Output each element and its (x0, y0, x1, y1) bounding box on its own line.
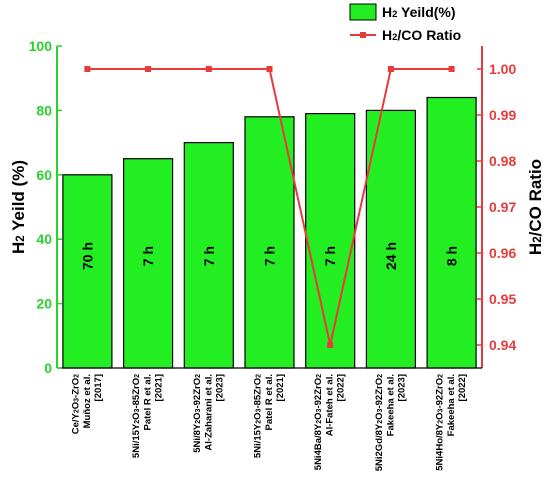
legend-label-yield: H2 Yeild(%) (382, 4, 456, 20)
catalyst-formula: 5Ni/8Y2O3-92ZrO2 (191, 374, 202, 453)
bar-2 (122, 158, 174, 369)
catalyst-formula: 5Ni4Ho/8Y2O3-92ZrO2 (434, 374, 445, 471)
catalyst-formula: 5Ni/15Y2O3-85ZrO2 (252, 374, 263, 458)
reference-author: Muñoz et al. (82, 374, 93, 428)
right-tick-label: 0.94 (489, 337, 516, 353)
bar-duration-label: 7 h (140, 246, 156, 266)
reference-year: [2022] (336, 374, 347, 401)
right-tick-label: 1.00 (489, 61, 516, 77)
x-category-label: Ce/Y2O3-ZrO2 Muñoz et al. [2017] (70, 374, 104, 434)
bar-duration-label: 7 h (201, 246, 217, 266)
right-axis-title: H2/CO Ratio (526, 159, 545, 255)
bar-duration-label: 7 h (322, 246, 338, 266)
ratio-point (387, 66, 394, 72)
ratio-point (327, 342, 334, 348)
reference-year: [2017] (93, 374, 104, 401)
left-tick-label: 40 (36, 231, 52, 247)
bar-duration-label: 24 h (383, 242, 399, 270)
legend-swatch-bar (349, 3, 377, 21)
left-tick-label: 80 (36, 102, 52, 118)
x-category-label: 5Ni/8Y2O3-92ZrO2 Al-Zaharani et al. [2023] (191, 374, 225, 453)
reference-author: Al-Zaharani et al. (203, 374, 214, 451)
ratio-point (266, 66, 273, 72)
left-tick-label: 60 (36, 167, 52, 183)
x-category-label: 5Ni4Ba/8Y2O3-92ZrO2 Al-Fateh et al. [2022] (313, 374, 347, 470)
left-tick-label: 0 (44, 360, 52, 376)
bar-5 (305, 112, 356, 369)
bar-1 (62, 174, 113, 369)
left-tick-label: 20 (36, 296, 52, 312)
bar-duration-label: 8 h (444, 246, 460, 266)
catalyst-formula: 5Ni2Gd/8Y2O3-92ZrO2 (373, 374, 384, 471)
bar-3 (183, 142, 234, 369)
reference-year: [2023] (396, 374, 407, 401)
bar-6 (365, 109, 416, 369)
reference-year: [2022] (457, 374, 468, 401)
bar-7 (426, 96, 477, 369)
left-axis-title: H2 Yeild (%) (9, 160, 28, 254)
right-tick-label: 0.96 (489, 245, 516, 261)
catalyst-formula: Ce/Y2O3-ZrO2 (70, 374, 81, 434)
right-tick-label: 0.99 (489, 107, 516, 123)
reference-year: [2023] (214, 374, 225, 401)
x-category-label: 5Ni/15Y2O3-85ZrO2 Patel R et al. [2021] (131, 374, 165, 458)
catalyst-formula: 5Ni4Ba/8Y2O3-92ZrO2 (313, 374, 324, 470)
reference-author: Fakeeha et al. (385, 374, 396, 436)
reference-author: Patel R et al. (264, 374, 275, 431)
bar-duration-label: 70 h (79, 242, 95, 270)
legend: H2 Yeild(%) H2/CO Ratio (349, 3, 461, 43)
reference-author: Patel R et al. (143, 374, 154, 431)
x-category-label: 5Ni4Ho/8Y2O3-92ZrO2 Fakeeha et al. [2022] (434, 374, 468, 471)
ratio-point (205, 66, 212, 72)
ratio-point (145, 66, 152, 72)
bar-series (62, 96, 477, 369)
right-tick-label: 0.95 (489, 291, 516, 307)
x-category-label: 5Ni2Gd/8Y2O3-92ZrO2 Fakeeha et al. [2023] (373, 374, 407, 471)
catalyst-formula: 5Ni/15Y2O3-85ZrO2 (131, 374, 142, 458)
reference-author: Fakeeha et al. (446, 374, 457, 436)
reference-year: [2021] (275, 374, 286, 401)
left-tick-label: 100 (29, 38, 53, 54)
ratio-point (84, 66, 91, 72)
legend-marker (360, 32, 366, 38)
reference-author: Al-Fateh et al. (325, 374, 336, 436)
legend-label-ratio: H2/CO Ratio (382, 27, 461, 43)
bar-duration-label: 7 h (262, 246, 278, 266)
x-category-label: 5Ni/15Y2O3-85ZrO2 Patel R et al. [2021] (252, 374, 286, 458)
ratio-point (448, 66, 455, 72)
right-tick-label: 0.98 (489, 153, 516, 169)
right-tick-label: 0.97 (489, 199, 516, 215)
bar-4 (244, 116, 295, 369)
reference-year: [2021] (154, 374, 165, 401)
